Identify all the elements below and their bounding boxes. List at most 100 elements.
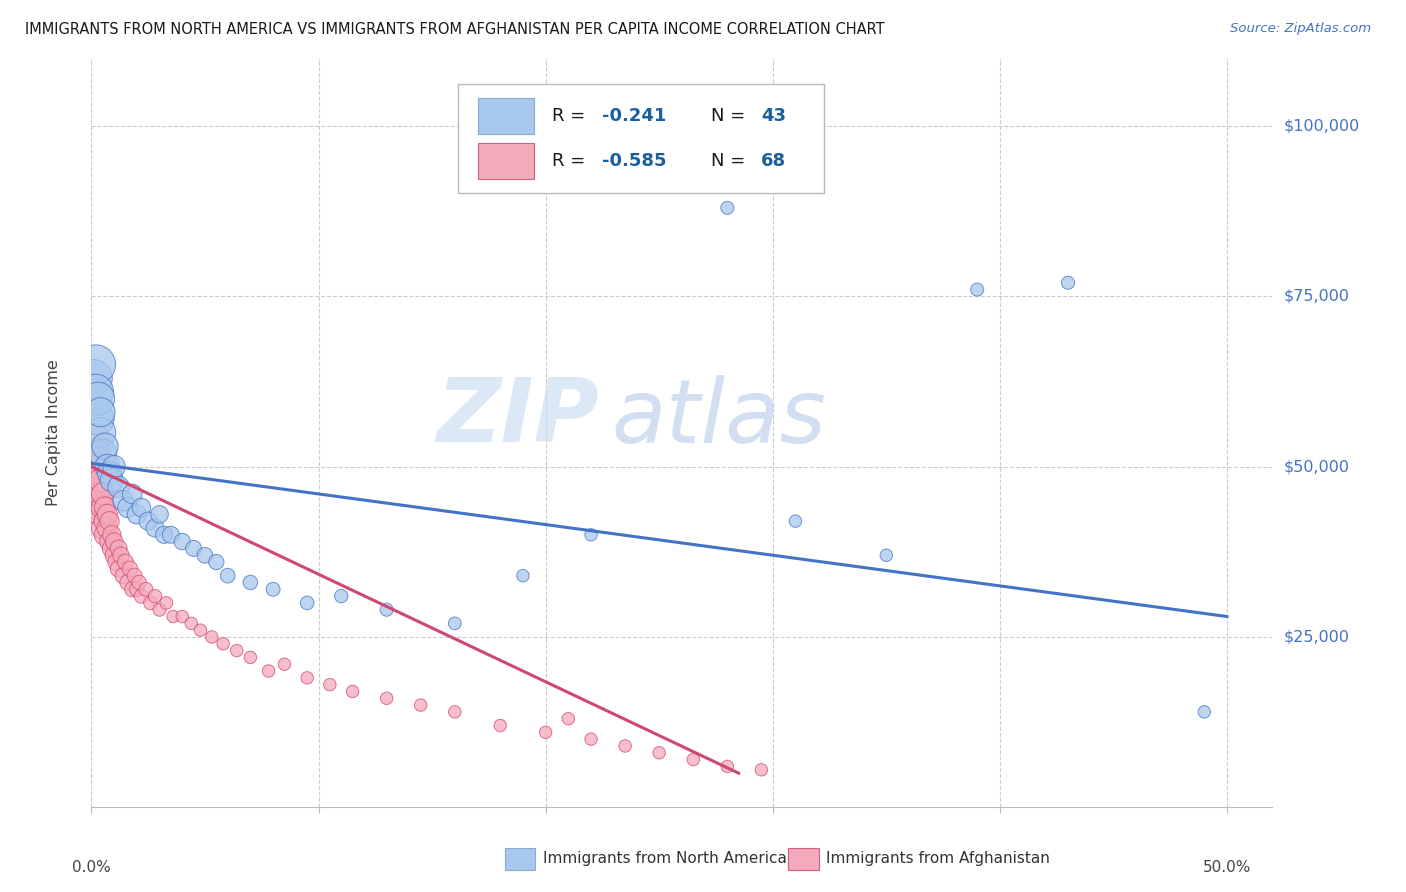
Point — [716, 759, 738, 773]
Point — [579, 732, 602, 747]
Point — [409, 698, 432, 712]
Point — [579, 528, 602, 542]
Point — [84, 358, 107, 372]
Text: ZIP: ZIP — [436, 374, 599, 461]
Point — [84, 487, 107, 501]
Point — [91, 446, 114, 460]
Point — [139, 596, 162, 610]
Text: Immigrants from North America: Immigrants from North America — [543, 852, 786, 866]
Point — [84, 446, 107, 460]
Point — [162, 609, 184, 624]
Point — [110, 548, 132, 562]
Point — [117, 500, 139, 515]
Point — [91, 521, 114, 535]
Point — [94, 439, 117, 453]
Point — [194, 548, 217, 562]
Point — [89, 405, 111, 419]
Point — [107, 562, 129, 576]
Point — [114, 555, 136, 569]
Point — [217, 568, 239, 582]
Point — [143, 521, 166, 535]
Text: IMMIGRANTS FROM NORTH AMERICA VS IMMIGRANTS FROM AFGHANISTAN PER CAPITA INCOME C: IMMIGRANTS FROM NORTH AMERICA VS IMMIGRA… — [25, 22, 884, 37]
Point — [103, 548, 125, 562]
Text: -0.241: -0.241 — [602, 107, 666, 125]
Point — [534, 725, 557, 739]
Text: 68: 68 — [761, 152, 786, 169]
Point — [136, 514, 159, 528]
Point — [103, 459, 125, 474]
Point — [96, 459, 118, 474]
Point — [83, 459, 105, 474]
Point — [225, 643, 247, 657]
Point — [87, 392, 110, 406]
Point — [716, 201, 738, 215]
Point — [128, 575, 150, 590]
Point — [124, 568, 146, 582]
Text: $25,000: $25,000 — [1284, 630, 1350, 644]
Point — [201, 630, 224, 644]
Text: Per Capita Income: Per Capita Income — [46, 359, 60, 506]
Point — [512, 568, 534, 582]
Point — [295, 671, 318, 685]
Point — [84, 473, 107, 487]
Point — [190, 623, 212, 637]
Point — [87, 500, 110, 515]
Point — [239, 575, 262, 590]
Point — [148, 508, 170, 522]
Text: $100,000: $100,000 — [1284, 119, 1360, 134]
Point — [751, 763, 773, 777]
Text: -0.585: -0.585 — [602, 152, 666, 169]
Point — [682, 753, 704, 767]
Point — [117, 575, 139, 590]
Point — [295, 596, 318, 610]
Point — [94, 528, 117, 542]
Point — [107, 480, 129, 494]
Text: R =: R = — [553, 107, 591, 125]
Point — [125, 508, 148, 522]
Text: R =: R = — [553, 152, 591, 169]
Point — [84, 384, 107, 399]
Point — [443, 616, 465, 631]
Point — [875, 548, 897, 562]
Point — [98, 467, 121, 481]
Text: atlas: atlas — [612, 375, 825, 460]
Point — [319, 678, 342, 692]
Point — [131, 589, 153, 603]
Text: 50.0%: 50.0% — [1202, 860, 1251, 875]
Point — [205, 555, 228, 569]
Text: $75,000: $75,000 — [1284, 289, 1350, 304]
Text: N =: N = — [711, 107, 751, 125]
Point — [375, 603, 398, 617]
Point — [107, 541, 129, 556]
Point — [89, 487, 111, 501]
Text: Source: ZipAtlas.com: Source: ZipAtlas.com — [1230, 22, 1371, 36]
Point — [103, 534, 125, 549]
Point — [183, 541, 205, 556]
Point — [112, 493, 135, 508]
FancyBboxPatch shape — [457, 84, 824, 193]
Point — [87, 412, 110, 426]
FancyBboxPatch shape — [505, 847, 536, 871]
Point — [330, 589, 353, 603]
Point — [648, 746, 671, 760]
Text: 0.0%: 0.0% — [72, 860, 111, 875]
Point — [89, 508, 111, 522]
Point — [105, 555, 128, 569]
Point — [121, 582, 143, 597]
Point — [101, 473, 124, 487]
Point — [89, 473, 111, 487]
Point — [273, 657, 295, 672]
Point — [118, 562, 141, 576]
Point — [557, 712, 579, 726]
Point — [614, 739, 637, 753]
Point — [443, 705, 465, 719]
Point — [262, 582, 284, 597]
Point — [155, 596, 177, 610]
Text: 43: 43 — [761, 107, 786, 125]
Point — [83, 371, 105, 385]
Point — [489, 718, 512, 732]
Point — [212, 637, 235, 651]
Point — [148, 603, 170, 617]
Point — [83, 433, 105, 447]
Point — [1194, 705, 1216, 719]
